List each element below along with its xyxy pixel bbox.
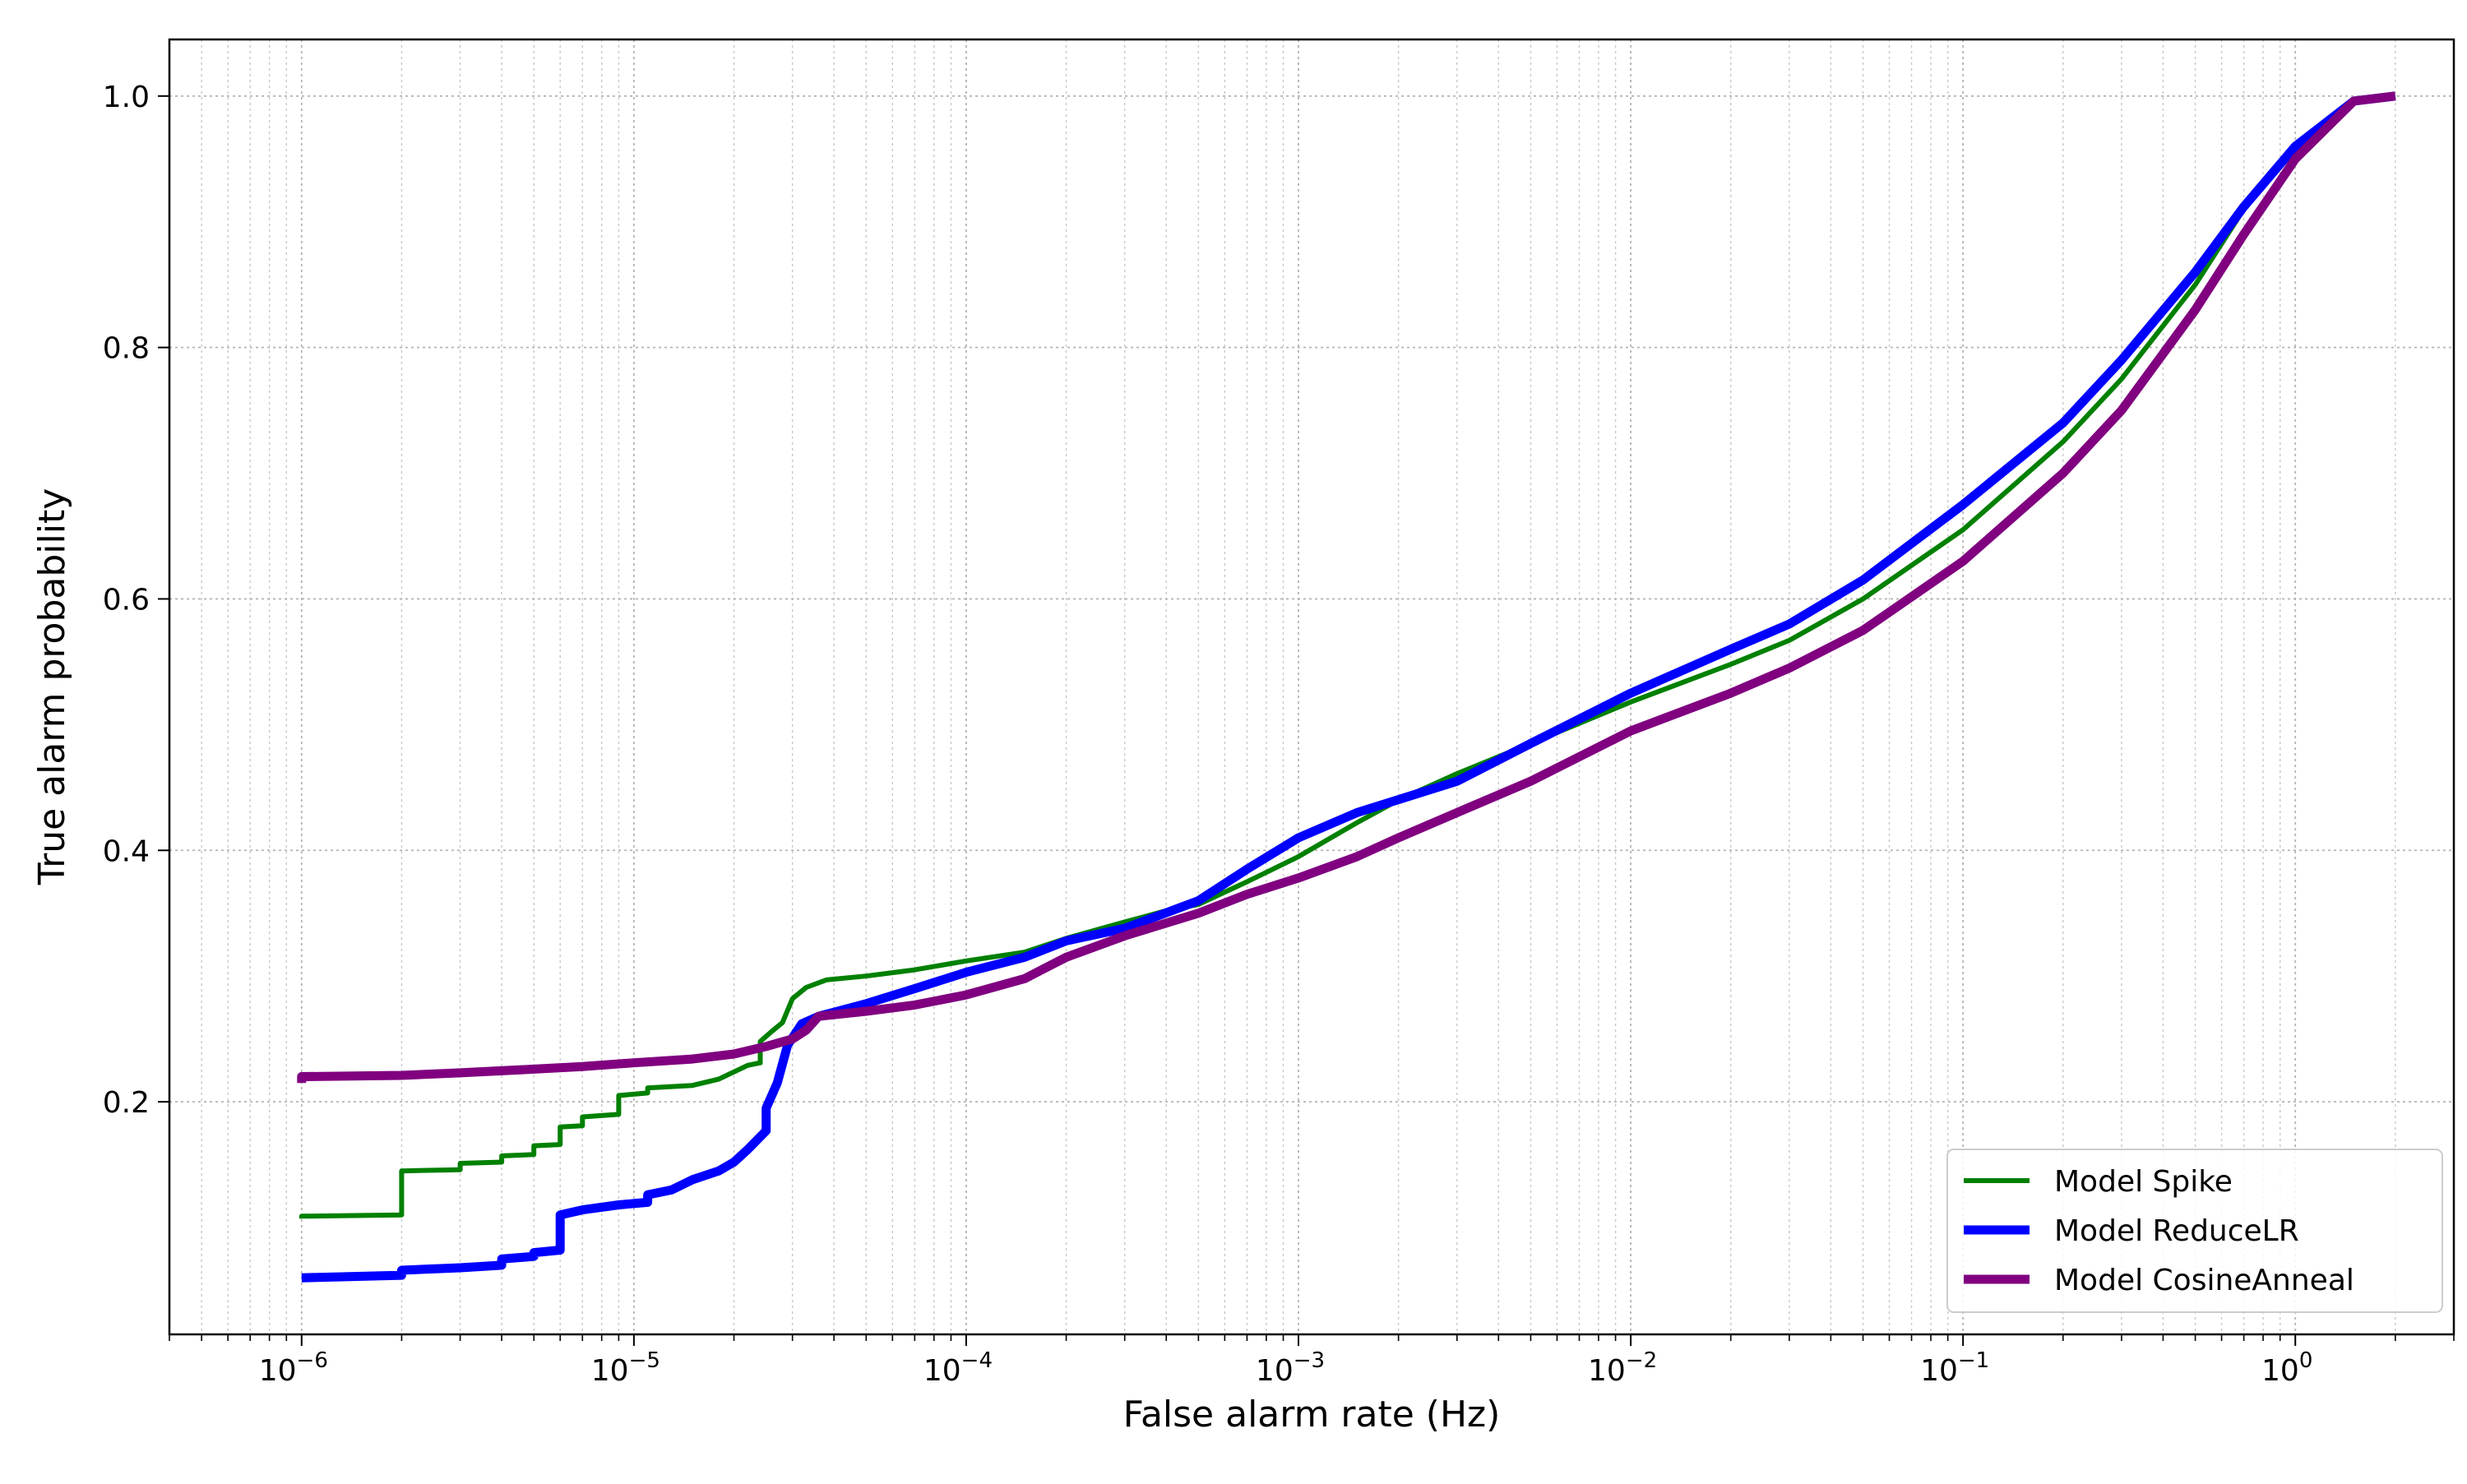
x-tick-label: 10−2 [1588, 1348, 1657, 1388]
x-tick-label-exponent: −5 [629, 1348, 660, 1373]
y-tick-label: 0.6 [103, 583, 150, 617]
x-tick-label-exponent: −6 [297, 1348, 328, 1373]
series-line-model-spike [299, 93, 2396, 1219]
x-tick-label-base: 10 [1920, 1354, 1958, 1388]
y-axis-ticks: 0.2 0.4 0.6 0.8 1.0 [103, 81, 169, 1120]
series-line-model-cosineanneal [297, 91, 2396, 1084]
x-tick-label: 10−1 [1920, 1348, 1989, 1388]
x-tick-label-exponent: 0 [2299, 1348, 2313, 1373]
x-tick-label: 10−4 [923, 1348, 993, 1388]
y-tick-label: 0.8 [103, 332, 150, 366]
y-axis-label: True alarm probability [31, 488, 73, 886]
x-tick-label-exponent: −2 [1626, 1348, 1657, 1373]
x-axis-ticks: 10−6 10−5 10−4 10−3 10−2 10−1 100 [169, 1334, 2455, 1388]
plot-frame [168, 38, 2455, 1336]
x-tick-label-base: 10 [1256, 1354, 1294, 1388]
legend-box [1946, 1149, 2443, 1313]
x-tick-label-base: 10 [259, 1354, 297, 1388]
x-tick-label: 100 [2261, 1348, 2312, 1388]
x-tick-label-base: 10 [591, 1354, 629, 1388]
x-tick-label-exponent: −1 [1958, 1348, 1989, 1373]
legend-label: Model Spike [2054, 1165, 2233, 1199]
x-tick-label-exponent: −3 [1294, 1348, 1325, 1373]
legend-label: Model CosineAnneal [2054, 1264, 2354, 1297]
y-tick-label: 0.2 [103, 1086, 150, 1120]
x-tick-label-base: 10 [1588, 1354, 1626, 1388]
x-tick-label-base: 10 [2261, 1354, 2299, 1388]
series-layer [297, 91, 2396, 1283]
legend-label: Model ReduceLR [2054, 1214, 2299, 1248]
legend: Model Spike Model ReduceLR Model CosineAnn… [1946, 1149, 2443, 1313]
x-tick-label: 10−5 [591, 1348, 660, 1388]
x-axis-label: False alarm rate (Hz) [1123, 1394, 1501, 1435]
x-tick-label: 10−3 [1256, 1348, 1325, 1388]
x-tick-label-base: 10 [923, 1354, 961, 1388]
y-tick-label: 0.4 [103, 834, 150, 868]
y-tick-label: 1.0 [103, 81, 150, 114]
x-tick-label-exponent: −4 [961, 1348, 993, 1373]
x-tick-label: 10−6 [259, 1348, 328, 1388]
